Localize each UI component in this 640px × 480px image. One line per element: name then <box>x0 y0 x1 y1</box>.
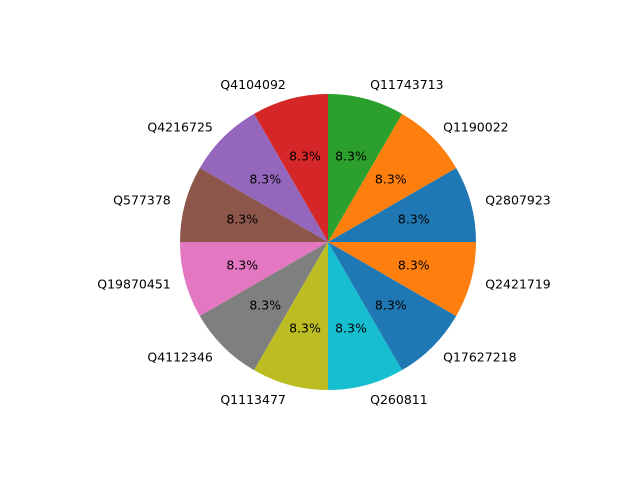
pie-slice-Q19870451 <box>180 242 328 316</box>
pie-slice-Q4104092 <box>254 94 328 242</box>
pie-slice-Q4112346 <box>199 242 328 371</box>
slice-label: Q4216725 <box>147 119 213 134</box>
slice-percent-label: 8.3% <box>289 320 321 335</box>
pie-slice-Q260811 <box>328 242 402 390</box>
slice-label: Q2807923 <box>485 192 551 207</box>
slice-percent-label: 8.3% <box>375 297 407 312</box>
slice-label: Q4104092 <box>220 77 286 92</box>
pie-slice-Q2421719 <box>328 242 476 316</box>
pie-labels: Q2807923 8.3% Q1190022 8.3% Q11743713 8.3% Q41… <box>97 77 551 407</box>
slice-label: Q17627218 <box>443 350 517 365</box>
slice-percent-label: 8.3% <box>335 320 367 335</box>
slice-label: Q11743713 <box>370 77 443 92</box>
slice-percent-label: 8.3% <box>398 257 430 272</box>
slice-percent-label: 8.3% <box>249 297 281 312</box>
pie-slices <box>180 94 476 390</box>
slice-percent-label: 8.3% <box>226 212 258 227</box>
slice-percent-label: 8.3% <box>289 149 321 164</box>
pie-slice-Q4216725 <box>199 113 328 242</box>
slice-label: Q2421719 <box>485 277 551 292</box>
slice-label: Q1113477 <box>220 392 286 407</box>
slice-label: Q19870451 <box>97 277 170 292</box>
slice-percent-label: 8.3% <box>335 149 367 164</box>
pie-slice-Q577378 <box>180 168 328 242</box>
pie-slice-Q11743713 <box>328 94 402 242</box>
pie-slice-Q1113477 <box>254 242 328 390</box>
pie-slice-Q17627218 <box>328 242 457 371</box>
slice-percent-label: 8.3% <box>249 172 281 187</box>
slice-label: Q1190022 <box>443 119 509 134</box>
slice-label: Q260811 <box>370 392 428 407</box>
slice-percent-label: 8.3% <box>226 257 258 272</box>
slice-label: Q577378 <box>113 192 171 207</box>
pie-slice-Q1190022 <box>328 113 457 242</box>
pie-slice-Q2807923 <box>328 168 476 242</box>
slice-label: Q4112346 <box>147 350 213 365</box>
slice-percent-label: 8.3% <box>375 172 407 187</box>
slice-percent-label: 8.3% <box>398 212 430 227</box>
